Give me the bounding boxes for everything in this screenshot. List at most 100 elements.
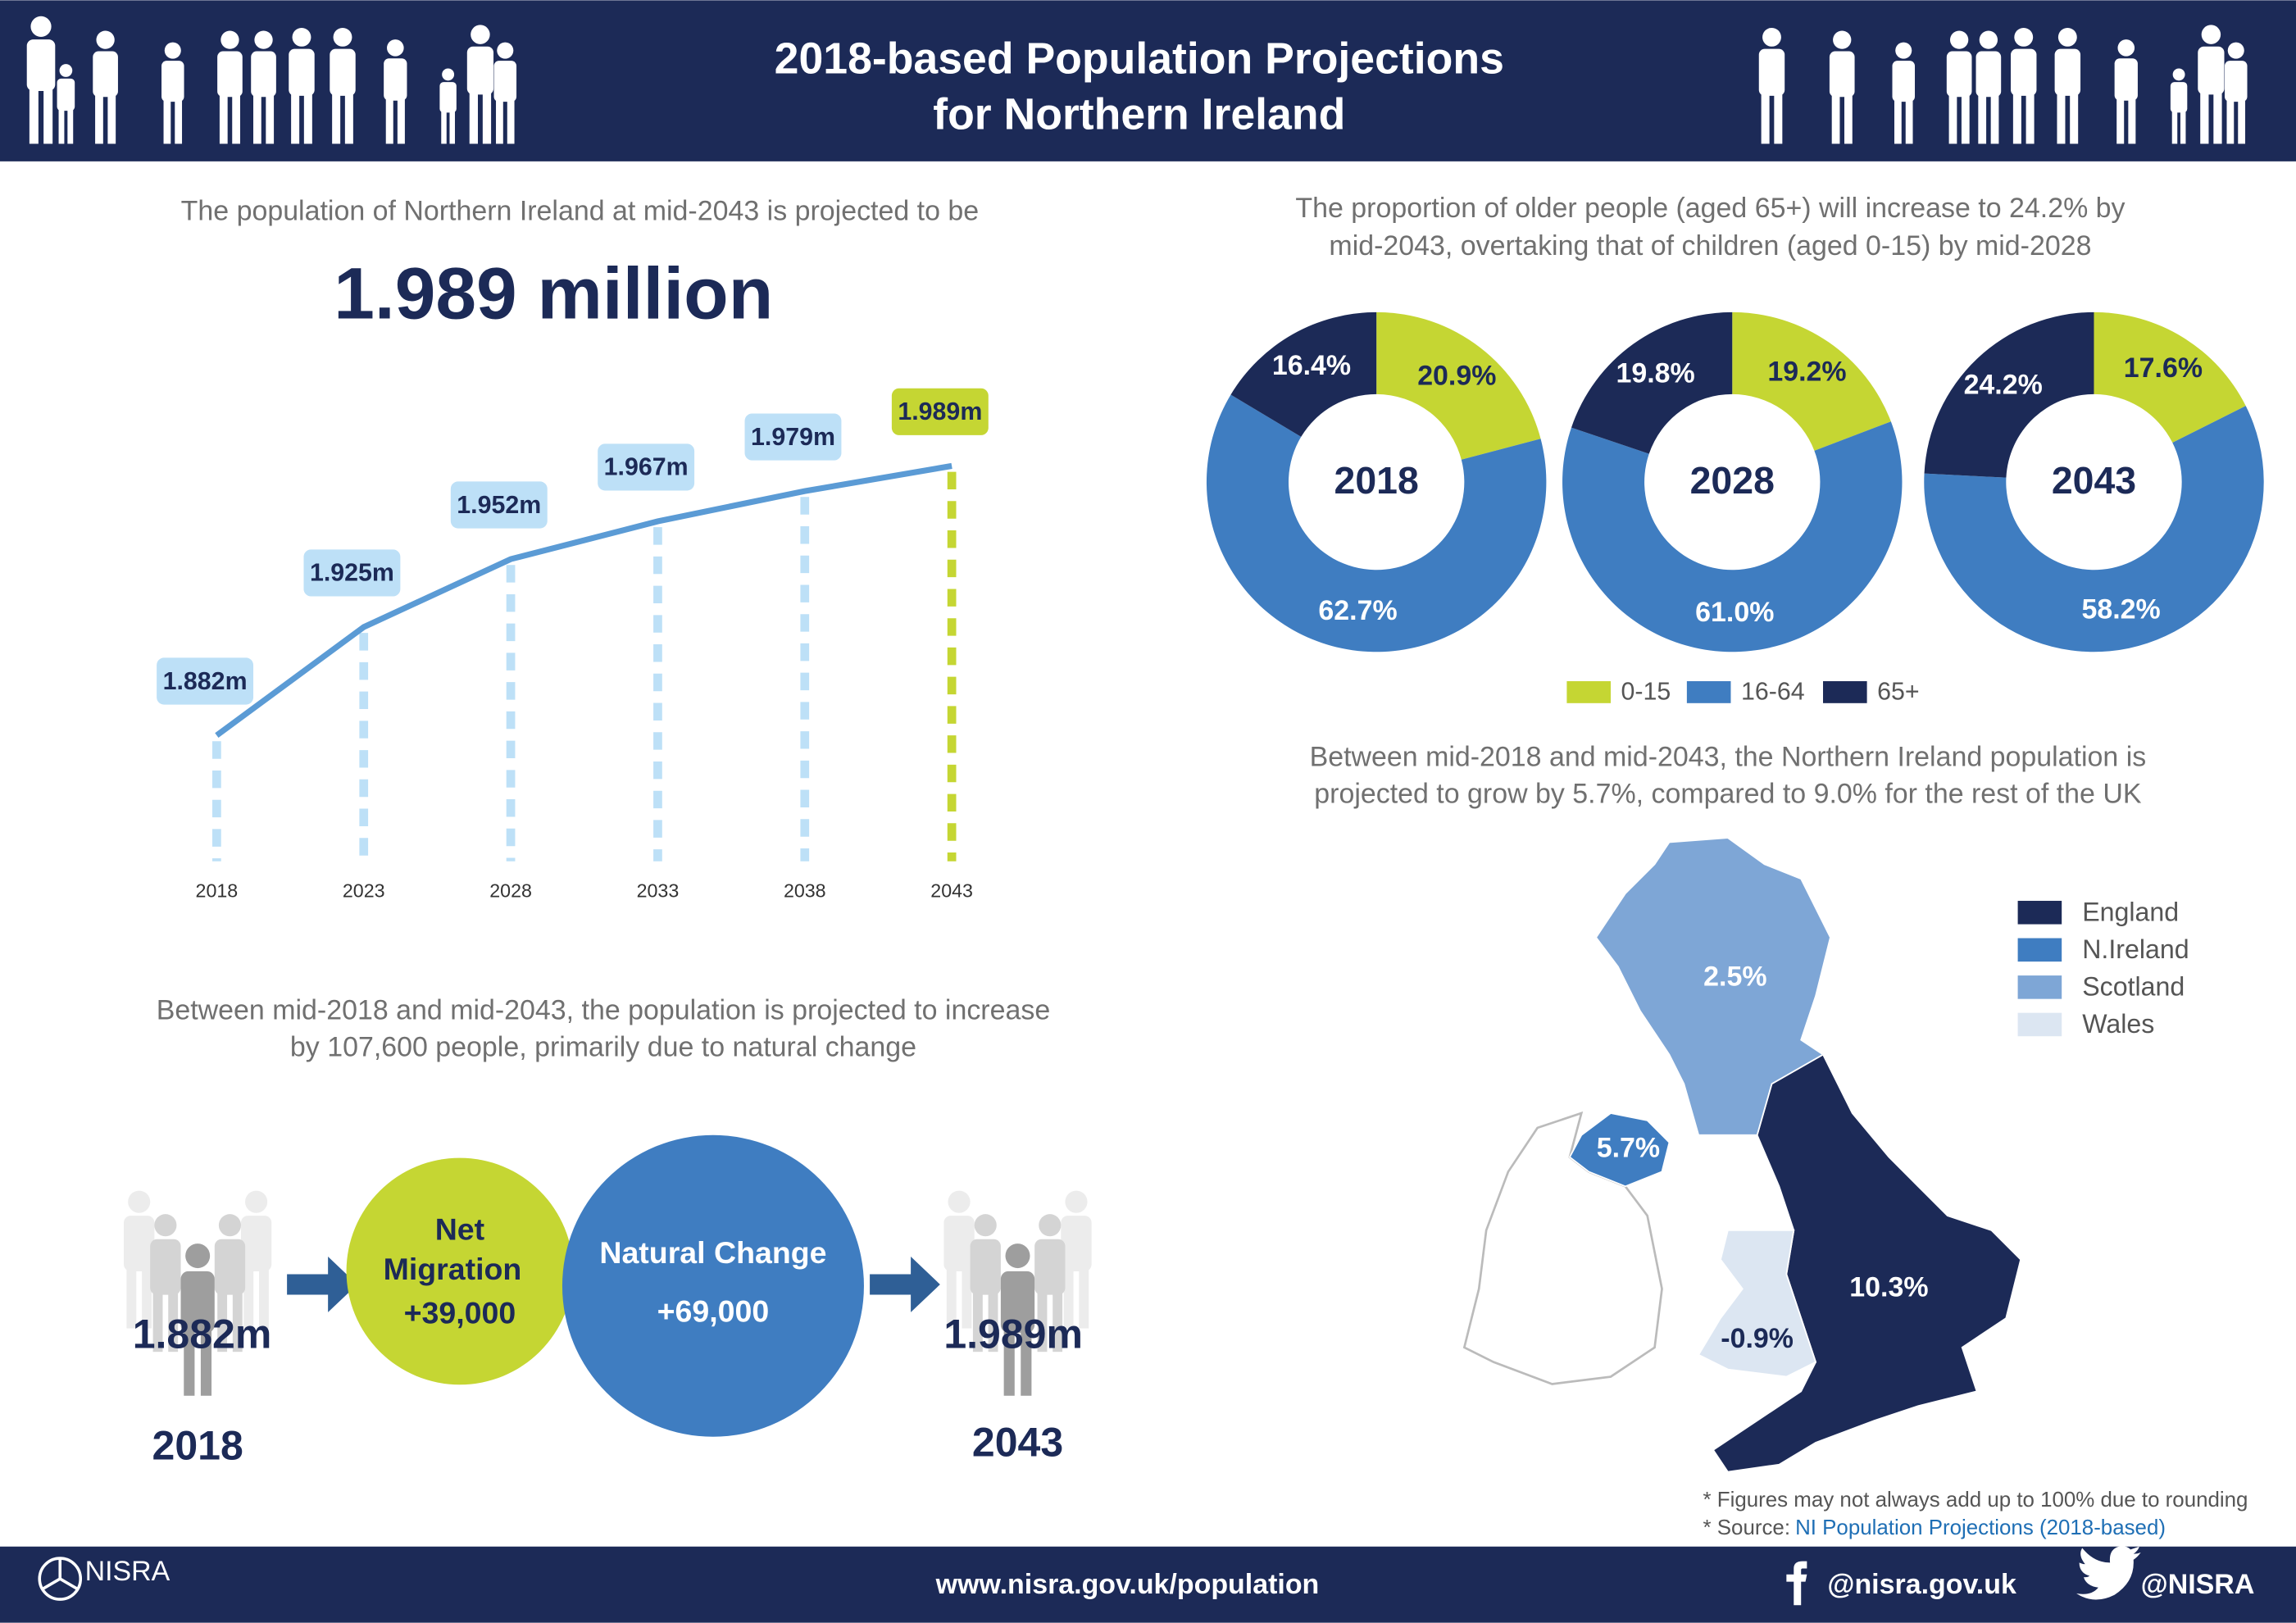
person-icon — [57, 78, 75, 111]
person-icon — [1979, 30, 1998, 49]
headline: 1.989 million — [334, 252, 773, 334]
legend-label: 0-15 — [1621, 678, 1671, 705]
person-icon — [67, 107, 74, 144]
x-tick-label: 2033 — [637, 880, 680, 901]
net-migration-bubble — [346, 1157, 574, 1385]
logo-icon — [41, 1558, 79, 1591]
person-icon — [1000, 1271, 1035, 1333]
person-icon — [2114, 58, 2138, 101]
person-icon — [95, 92, 103, 144]
person-icon — [289, 48, 315, 96]
legend-swatch — [2017, 900, 2062, 925]
end-year: 2043 — [972, 1420, 1063, 1466]
person-icon — [266, 92, 275, 144]
legend-swatch — [1566, 681, 1611, 703]
data-label: 1.925m — [310, 560, 394, 587]
person-icon — [1844, 92, 1853, 144]
person-icon — [2238, 98, 2246, 144]
person-icon — [2172, 68, 2185, 81]
person-icon — [29, 85, 39, 144]
person-icon — [126, 1266, 137, 1329]
person-icon — [218, 1214, 242, 1237]
person-icon — [2227, 42, 2244, 59]
person-icon — [466, 46, 494, 95]
facebook-icon — [1786, 1561, 1807, 1606]
donut-segment — [1230, 311, 1377, 437]
bubble-label: Migration — [384, 1252, 522, 1286]
person-icon — [1946, 51, 1972, 98]
footer-url[interactable]: www.nisra.gov.uk/population — [935, 1569, 1320, 1600]
person-icon — [303, 91, 312, 144]
bubble-value: +39,000 — [404, 1295, 516, 1330]
person-icon — [1990, 92, 1999, 144]
x-tick-label: 2023 — [343, 880, 385, 901]
source-link[interactable]: NI Population Projections (2018-based) — [1795, 1516, 2166, 1539]
legend-swatch — [1823, 681, 1867, 703]
person-icon — [439, 82, 457, 113]
x-tick-label: 2043 — [930, 880, 973, 901]
person-icon — [507, 98, 515, 144]
data-label: 24.2% — [1964, 370, 2043, 401]
person-icon — [232, 92, 240, 144]
person-icon — [330, 48, 356, 96]
person-icon — [1905, 98, 1913, 144]
data-label: 1.952m — [457, 492, 541, 519]
legend-swatch — [2017, 1012, 2062, 1037]
person-icon — [2226, 98, 2235, 144]
natural-change-bubble — [561, 1134, 864, 1437]
intro-text: mid-2043, overtaking that of children (a… — [1329, 230, 2091, 261]
person-icon — [124, 1216, 155, 1272]
data-label: 5.7% — [1597, 1133, 1660, 1164]
person-icon — [58, 107, 65, 144]
person-icon — [469, 89, 478, 144]
footer-twitter[interactable]: @NISRA — [2141, 1569, 2255, 1600]
person-icon — [1761, 91, 1770, 144]
label-box — [157, 657, 254, 705]
footnote: * Source: — [1703, 1516, 1791, 1539]
change-diagram: 1.882m 2018 1.989m 2043 Net Migration +39,000 N… — [124, 1134, 1092, 1468]
person-icon — [161, 61, 184, 102]
person-icon — [2054, 48, 2081, 96]
bubble-label: Net — [435, 1212, 485, 1247]
person-icon — [26, 39, 56, 91]
person-icon — [441, 109, 447, 144]
person-icon — [2012, 91, 2021, 144]
person-icon — [2201, 25, 2221, 44]
donut-segment — [1206, 394, 1547, 652]
person-icon — [259, 1266, 269, 1329]
person-icon — [200, 1326, 212, 1396]
person-icon — [2070, 91, 2079, 144]
person-icon — [482, 89, 492, 144]
data-label: 17.6% — [2124, 352, 2203, 384]
x-tick-label: 2028 — [489, 880, 532, 901]
person-icon — [970, 1239, 1001, 1295]
legend-swatch — [2017, 938, 2062, 962]
person-icon — [128, 1190, 151, 1213]
data-label: 20.9% — [1417, 361, 1496, 392]
person-icon — [397, 96, 405, 144]
person-icon — [1039, 1214, 1062, 1237]
map-region — [1697, 1230, 1817, 1378]
intro-text: by 107,600 people, primarily due to natu… — [290, 1031, 916, 1062]
person-icon — [163, 98, 171, 144]
person-icon — [1003, 1326, 1015, 1396]
start-value: 1.882m — [133, 1312, 272, 1357]
person-icon — [221, 30, 239, 49]
data-label: 16.4% — [1272, 350, 1351, 381]
person-icon — [292, 27, 311, 47]
label-box — [598, 443, 695, 491]
person-icon — [496, 98, 503, 144]
donut-segment — [1924, 311, 2094, 478]
person-icon — [1762, 27, 1781, 47]
person-icon — [164, 42, 181, 59]
person-icon — [943, 1216, 975, 1272]
person-icon — [253, 92, 261, 144]
person-icon — [243, 1266, 254, 1329]
person-icon — [1829, 51, 1855, 98]
footer-facebook[interactable]: @nisra.gov.uk — [1827, 1569, 2016, 1600]
person-icon — [1892, 61, 1916, 102]
title: 2018-based Population Projections — [775, 34, 1504, 84]
donut-chart: 20.9% 62.7% 16.4% 2018 19.2% 61.0% 19.8% 2028 17… — [1206, 311, 2264, 705]
map-region — [1595, 837, 1831, 1136]
